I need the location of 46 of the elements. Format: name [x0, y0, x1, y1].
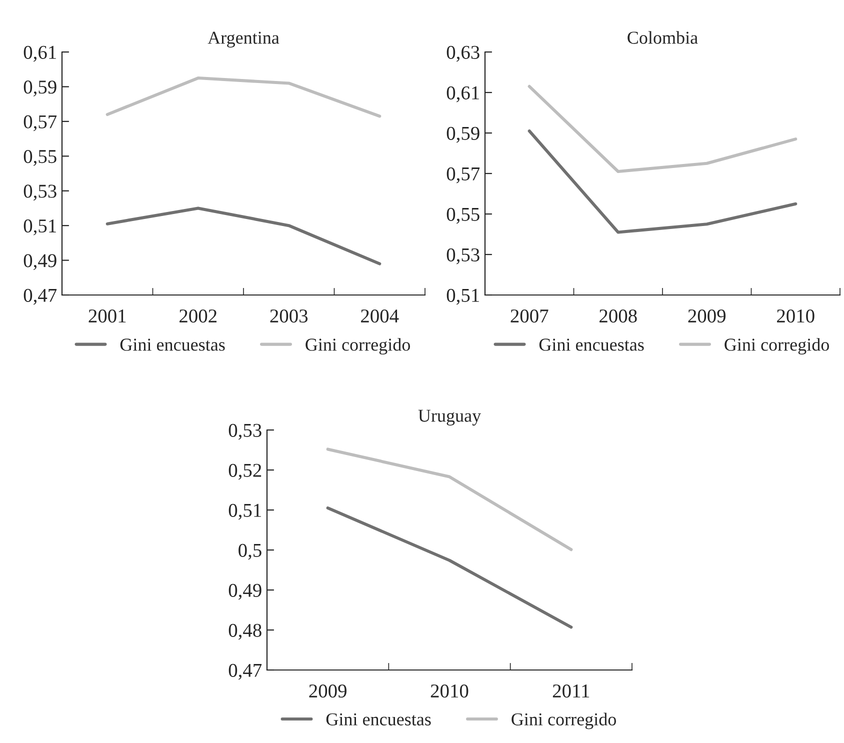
y-tick-label: 0,51 [228, 504, 261, 520]
x-tick-label: 2004 [361, 309, 399, 323]
x-tick-label: 2009 [309, 684, 346, 698]
y-tick-label: 0,55 [24, 150, 56, 166]
legend-label: Gini corregido [306, 338, 410, 355]
y-tick-label: 0,61 [24, 46, 56, 62]
line-series [106, 76, 382, 118]
y-tick-label: 0,53 [24, 184, 56, 201]
y-tick-label: 0,57 [446, 167, 480, 184]
y-tick-label: 0,52 [228, 464, 262, 480]
x-tick-label: 2011 [552, 684, 590, 698]
y-tick-label: 0,49 [24, 254, 56, 270]
line-series [106, 206, 382, 266]
y-tick-label: 0,63 [446, 46, 480, 62]
y-tick-label: 0,48 [228, 624, 262, 640]
y-tick-label: 0,59 [24, 80, 56, 96]
legend-label: Gini encuestas [326, 713, 431, 726]
x-tick-label: 2002 [180, 309, 216, 323]
legend-label: Gini corregido [512, 712, 616, 730]
chart-title: Uruguay [418, 410, 482, 426]
y-tick-label: 0,57 [24, 115, 57, 132]
x-tick-label: 2003 [270, 309, 308, 323]
y-tick-label: 0,5 [238, 544, 262, 560]
y-tick-label: 0,47 [24, 288, 57, 305]
legend-label: Gini encuestas [539, 338, 644, 351]
x-tick-label: 2001 [88, 309, 126, 323]
line-series [528, 84, 798, 174]
x-tick-label: 2007 [510, 309, 548, 323]
y-tick-label: 0,47 [228, 664, 262, 680]
y-tick-label: 0,59 [446, 126, 480, 143]
y-tick-label: 0,49 [228, 584, 262, 600]
x-tick-label: 2010 [777, 309, 814, 323]
y-tick-label: 0,53 [446, 248, 480, 264]
legend-label: Gini corregido [724, 338, 829, 355]
chart-title: Argentina [208, 32, 280, 48]
y-tick-label: 0,55 [446, 208, 480, 224]
y-tick-label: 0,51 [24, 219, 56, 236]
line-series [528, 129, 798, 234]
x-tick-label: 2008 [600, 309, 637, 323]
x-tick-label: 2009 [688, 309, 726, 323]
y-tick-label: 0,51 [446, 288, 479, 305]
x-tick-label: 2010 [430, 684, 468, 698]
y-tick-label: 0,53 [228, 424, 262, 440]
chart-title: Colombia [628, 31, 698, 44]
y-tick-label: 0,61 [446, 86, 479, 102]
legend-label: Gini encuestas [120, 338, 225, 351]
